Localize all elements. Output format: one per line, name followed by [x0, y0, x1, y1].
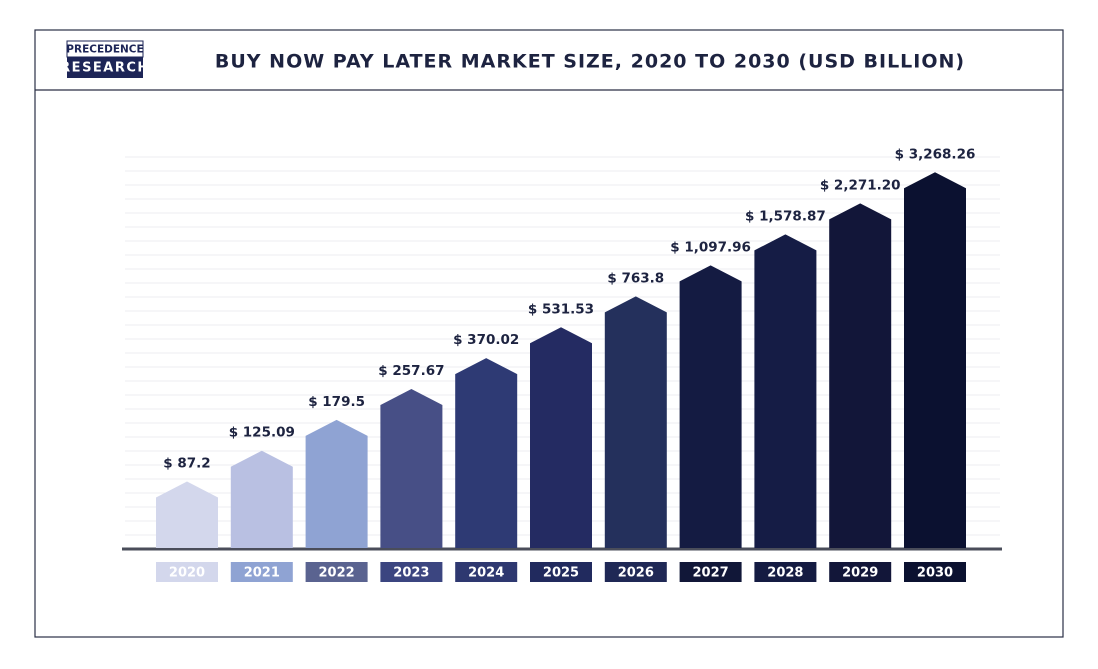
category-box [305, 562, 368, 582]
bar [530, 327, 592, 548]
x-tick-label: 2021 [244, 566, 280, 581]
x-tick-label: 2025 [543, 566, 579, 581]
category-box [679, 562, 742, 582]
bar [455, 358, 518, 548]
bar [754, 234, 817, 549]
x-tick-label: 2020 [169, 566, 205, 581]
logo-line2: RESEARCH [60, 61, 150, 76]
value-label: $ 531.53 [528, 301, 594, 317]
bar [604, 296, 667, 548]
value-label: $ 125.09 [229, 425, 295, 441]
x-tick-label: 2026 [618, 566, 654, 581]
category-box [156, 562, 218, 582]
bar [679, 265, 742, 548]
x-tick-label: 2024 [468, 566, 504, 581]
x-tick-label: 2027 [693, 566, 729, 581]
category-box [904, 562, 966, 582]
chart-title: BUY NOW PAY LATER MARKET SIZE, 2020 TO 2… [215, 51, 965, 73]
x-tick-label: 2030 [917, 566, 953, 581]
category-box [455, 562, 518, 582]
value-label: $ 257.67 [378, 363, 444, 379]
logo-line1: PRECEDENCE [66, 44, 143, 56]
bar [305, 419, 368, 548]
bar [829, 203, 892, 548]
bar [904, 172, 966, 548]
category-box [530, 562, 592, 582]
value-label: $ 2,271.20 [820, 177, 901, 193]
category-box [380, 562, 443, 582]
category-box [754, 562, 817, 582]
value-label: $ 179.5 [308, 394, 365, 410]
x-tick-label: 2023 [393, 566, 429, 581]
category-box [604, 562, 667, 582]
logo-bottom [67, 57, 143, 78]
value-label: $ 1,578.87 [745, 208, 826, 224]
value-label: $ 370.02 [453, 332, 519, 348]
x-tick-label: 2029 [842, 566, 878, 581]
category-box [230, 562, 293, 582]
value-label: $ 87.2 [163, 456, 210, 472]
category-box [829, 562, 892, 582]
value-label: $ 3,268.26 [895, 146, 976, 162]
value-label: $ 763.8 [607, 270, 664, 286]
x-tick-label: 2028 [767, 566, 803, 581]
value-label: $ 1,097.96 [670, 239, 751, 255]
bar [156, 481, 218, 548]
bar [230, 450, 293, 548]
bar [380, 389, 443, 548]
x-tick-label: 2022 [319, 566, 355, 581]
